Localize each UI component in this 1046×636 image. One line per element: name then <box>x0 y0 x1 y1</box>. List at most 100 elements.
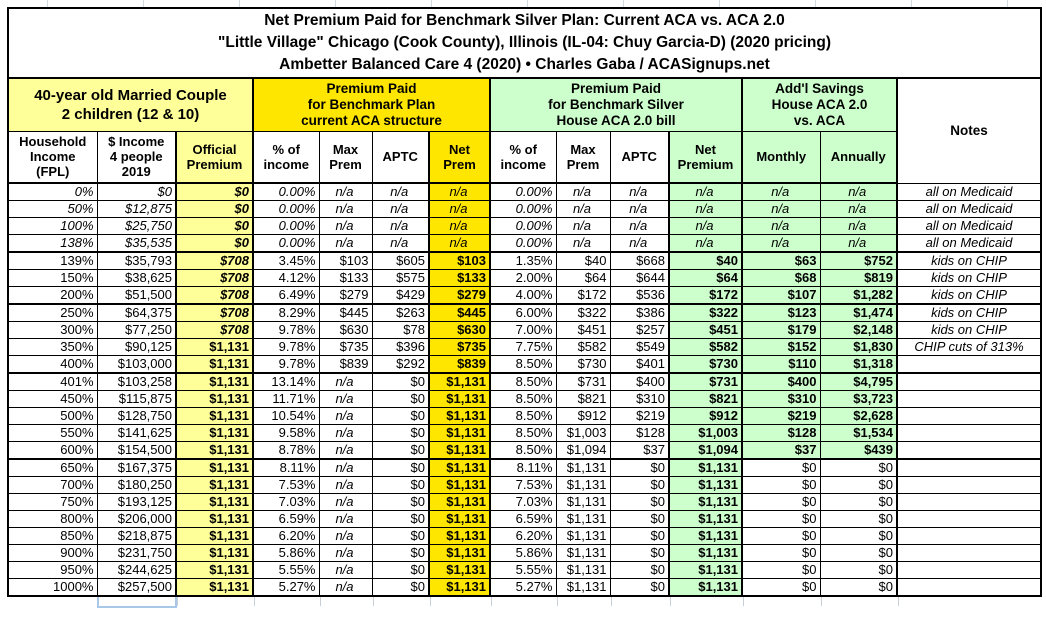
table-cell[interactable]: 9.58% <box>253 425 319 442</box>
table-cell[interactable]: $0 <box>372 442 429 460</box>
table-cell[interactable] <box>897 477 1041 494</box>
table-cell[interactable]: $133 <box>429 270 490 287</box>
table-cell[interactable] <box>897 528 1041 545</box>
table-cell[interactable]: 300% <box>8 322 97 339</box>
table-cell[interactable]: $0 <box>610 494 669 511</box>
table-cell[interactable]: $64 <box>669 270 742 287</box>
table-cell[interactable]: $0 <box>742 459 820 477</box>
table-cell[interactable]: $37 <box>610 442 669 460</box>
table-cell[interactable]: 8.29% <box>253 304 319 322</box>
table-cell[interactable]: $0 <box>742 511 820 528</box>
table-cell[interactable]: 750% <box>8 494 97 511</box>
table-cell[interactable]: n/a <box>429 183 490 201</box>
table-cell[interactable]: 650% <box>8 459 97 477</box>
table-cell[interactable]: $193,125 <box>97 494 176 511</box>
table-cell[interactable]: 8.50% <box>490 373 556 391</box>
table-cell[interactable]: $219 <box>742 408 820 425</box>
table-cell[interactable]: $1,131 <box>669 528 742 545</box>
table-cell[interactable]: 50% <box>8 201 97 218</box>
table-cell[interactable]: 100% <box>8 218 97 235</box>
table-cell[interactable]: $1,131 <box>429 562 490 579</box>
table-cell[interactable]: 0% <box>8 183 97 201</box>
table-cell[interactable]: $0 <box>742 477 820 494</box>
table-cell[interactable]: 11.71% <box>253 391 319 408</box>
table-cell[interactable]: $322 <box>556 304 610 322</box>
table-cell[interactable]: $1,094 <box>669 442 742 460</box>
table-cell[interactable] <box>897 459 1041 477</box>
table-cell[interactable]: n/a <box>319 442 372 460</box>
table-cell[interactable]: $0 <box>742 562 820 579</box>
table-cell[interactable]: $1,830 <box>820 339 897 356</box>
table-cell[interactable]: $1,131 <box>176 494 253 511</box>
table-cell[interactable]: $257 <box>610 322 669 339</box>
table-cell[interactable]: $1,131 <box>556 528 610 545</box>
table-cell[interactable]: $0 <box>742 528 820 545</box>
table-cell[interactable]: kids on CHIP <box>897 304 1041 322</box>
table-cell[interactable]: $64,375 <box>97 304 176 322</box>
column-header-pct-income-aca[interactable]: % of income <box>253 131 319 183</box>
table-cell[interactable]: $128,750 <box>97 408 176 425</box>
table-cell[interactable]: $1,131 <box>556 511 610 528</box>
table-cell[interactable]: $2,148 <box>820 322 897 339</box>
table-cell[interactable] <box>897 442 1041 460</box>
table-cell[interactable]: $735 <box>319 339 372 356</box>
table-cell[interactable]: $35,793 <box>97 252 176 270</box>
table-cell[interactable]: $310 <box>610 391 669 408</box>
table-cell[interactable]: $128 <box>610 425 669 442</box>
column-header-fpl[interactable]: Household Income (FPL) <box>8 131 97 183</box>
table-cell[interactable]: $1,131 <box>429 579 490 597</box>
column-header-max-prem-aca[interactable]: Max Prem <box>319 131 372 183</box>
table-cell[interactable]: $1,131 <box>556 477 610 494</box>
table-cell[interactable]: $1,131 <box>669 494 742 511</box>
table-cell[interactable]: 850% <box>8 528 97 545</box>
table-cell[interactable]: $708 <box>176 322 253 339</box>
table-cell[interactable]: $63 <box>742 252 820 270</box>
table-cell[interactable]: 5.86% <box>253 545 319 562</box>
table-cell[interactable]: $78 <box>372 322 429 339</box>
table-cell[interactable]: 8.11% <box>490 459 556 477</box>
table-cell[interactable]: $0 <box>372 477 429 494</box>
table-cell[interactable]: $279 <box>429 287 490 305</box>
table-cell[interactable]: $1,131 <box>669 545 742 562</box>
table-cell[interactable]: 8.50% <box>490 442 556 460</box>
table-cell[interactable]: 5.55% <box>253 562 319 579</box>
table-cell[interactable]: $821 <box>556 391 610 408</box>
table-cell[interactable]: $1,131 <box>176 477 253 494</box>
table-cell[interactable]: $582 <box>556 339 610 356</box>
table-cell[interactable]: $0 <box>610 545 669 562</box>
table-cell[interactable]: n/a <box>319 494 372 511</box>
table-cell[interactable]: $1,131 <box>429 425 490 442</box>
table-cell[interactable]: $1,474 <box>820 304 897 322</box>
table-cell[interactable]: 0.00% <box>253 183 319 201</box>
table-cell[interactable]: 401% <box>8 373 97 391</box>
table-cell[interactable]: $263 <box>372 304 429 322</box>
table-cell[interactable]: n/a <box>820 235 897 253</box>
table-cell[interactable]: $0 <box>610 528 669 545</box>
table-cell[interactable]: n/a <box>319 235 372 253</box>
table-cell[interactable]: 900% <box>8 545 97 562</box>
table-cell[interactable]: $152 <box>742 339 820 356</box>
group-header-household[interactable]: 40-year old Married Couple 2 children (1… <box>8 78 253 131</box>
table-cell[interactable]: 138% <box>8 235 97 253</box>
table-cell[interactable]: $1,003 <box>669 425 742 442</box>
table-cell[interactable]: n/a <box>742 218 820 235</box>
table-cell[interactable]: $1,131 <box>176 511 253 528</box>
table-cell[interactable]: $1,094 <box>556 442 610 460</box>
table-cell[interactable]: 450% <box>8 391 97 408</box>
table-cell[interactable]: n/a <box>319 373 372 391</box>
table-cell[interactable]: 1000% <box>8 579 97 597</box>
table-cell[interactable]: $1,131 <box>176 425 253 442</box>
column-header-official-premium[interactable]: Official Premium <box>176 131 253 183</box>
table-cell[interactable]: $0 <box>820 579 897 597</box>
table-cell[interactable]: 2.00% <box>490 270 556 287</box>
table-cell[interactable]: $1,131 <box>429 528 490 545</box>
table-cell[interactable]: $1,131 <box>669 477 742 494</box>
table-cell[interactable]: n/a <box>372 235 429 253</box>
table-cell[interactable]: $103 <box>319 252 372 270</box>
table-cell[interactable]: 7.03% <box>253 494 319 511</box>
table-cell[interactable]: $630 <box>319 322 372 339</box>
table-cell[interactable]: all on Medicaid <box>897 201 1041 218</box>
table-cell[interactable]: $0 <box>742 579 820 597</box>
table-cell[interactable]: $1,131 <box>556 562 610 579</box>
table-cell[interactable]: n/a <box>820 183 897 201</box>
